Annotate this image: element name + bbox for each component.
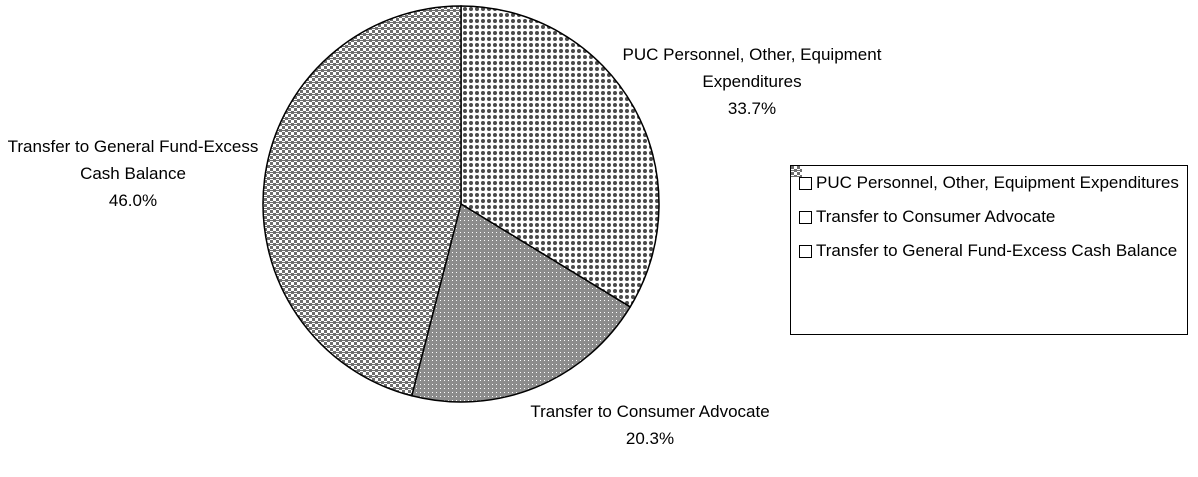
pie-slice (460, 5, 660, 308)
legend-swatch (791, 166, 812, 190)
legend-label: PUC Personnel, Other, Equipment Expendit… (816, 173, 1179, 192)
data-label-name: PUC Personnel, Other, Equipment Expendit… (622, 45, 882, 91)
data-label: PUC Personnel, Other, Equipment Expendit… (612, 41, 892, 122)
data-label-value: 46.0% (108, 191, 158, 210)
data-label: Transfer to General Fund-Excess Cash Bal… (2, 133, 264, 214)
legend-swatch (791, 166, 812, 258)
legend-entry: PUC Personnel, Other, Equipment Expendit… (791, 166, 1179, 194)
legend-label: Transfer to General Fund-Excess Cash Bal… (816, 241, 1178, 260)
legend-entry: Transfer to General Fund-Excess Cash Bal… (791, 166, 1179, 262)
data-label-value: 33.7% (727, 99, 777, 118)
data-label-value: 20.3% (625, 429, 675, 448)
pie-slice (262, 5, 462, 397)
legend: PUC Personnel, Other, Equipment Expendit… (790, 165, 1188, 335)
legend-entry: Transfer to Consumer Advocate (791, 166, 1179, 228)
pie-slice (410, 202, 632, 403)
data-label-name: Transfer to General Fund-Excess Cash Bal… (7, 137, 259, 183)
data-label: Transfer to Consumer Advocate 20.3% (520, 398, 780, 452)
legend-swatch (791, 166, 812, 224)
data-label-name: Transfer to Consumer Advocate (530, 402, 770, 421)
legend-label: Transfer to Consumer Advocate (816, 207, 1056, 226)
